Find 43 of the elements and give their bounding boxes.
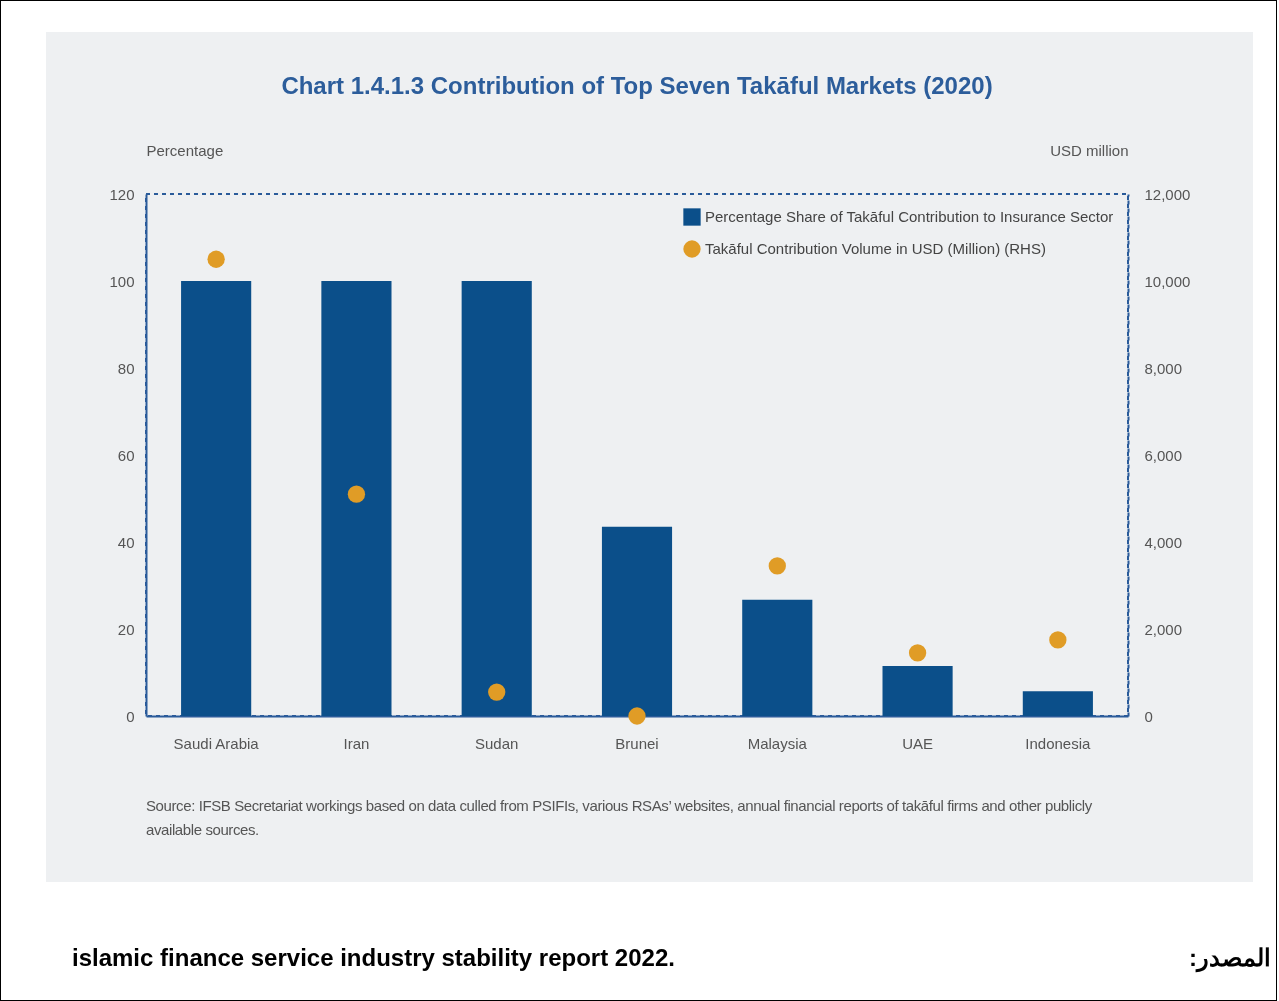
- y2-tick-label: 0: [1144, 707, 1153, 725]
- point: [628, 707, 646, 725]
- y-tick-label: 60: [117, 446, 135, 464]
- bar: [1022, 691, 1093, 716]
- point: [768, 557, 786, 575]
- y-tick-label: 100: [109, 272, 135, 290]
- legend-label: Percentage Share of Takāful Contribution to Insurance Sector: [705, 208, 1114, 225]
- y2-tick-label: 12,000: [1144, 185, 1191, 203]
- point: [488, 683, 506, 701]
- point: [908, 644, 927, 662]
- y2-axis-title: USD million: [1050, 141, 1129, 159]
- x-tick-label: Indonesia: [1025, 734, 1092, 752]
- bar: [321, 281, 392, 716]
- bar: [181, 281, 252, 716]
- y-tick-label: 0: [126, 707, 135, 725]
- y-tick-label: 20: [117, 620, 135, 638]
- legend-label: Takāful Contribution Volume in USD (Million) (RHS): [705, 240, 1046, 257]
- bar: [601, 526, 673, 716]
- point: [347, 485, 366, 503]
- x-tick-label: Iran: [343, 734, 370, 752]
- bar: [461, 281, 532, 716]
- y-axis-title: Percentage: [146, 141, 224, 159]
- point: [1049, 631, 1067, 649]
- y-tick-label: 80: [117, 359, 135, 377]
- chart-title: Chart 1.4.1.3 Contribution of Top Seven Takāful Markets (2020): [281, 72, 993, 99]
- text: islamic finance service industry stability report 2022.: [72, 944, 675, 972]
- y2-tick-label: 6,000: [1144, 446, 1183, 464]
- x-tick-label: Sudan: [475, 734, 519, 752]
- y2-tick-label: 8,000: [1144, 359, 1183, 377]
- y-tick-label: 40: [117, 533, 135, 551]
- y-tick-label: 120: [109, 185, 135, 203]
- x-tick-label: UAE: [902, 734, 933, 752]
- text: المصدر:: [1189, 944, 1271, 972]
- y2-tick-label: 10,000: [1144, 272, 1191, 290]
- source-note: Source: IFSB Secretariat workings based on data culled from PSIFIs, various RSAs’ websites, annual financial reports of takāful firms and other publicly available sources.: [146, 796, 1093, 840]
- x-tick-label: Malaysia: [747, 734, 808, 752]
- y2-tick-label: 4,000: [1144, 533, 1183, 551]
- x-tick-label: Brunei: [615, 734, 659, 752]
- y2-tick-label: 2,000: [1144, 620, 1183, 638]
- x-tick-label: Saudi Arabia: [173, 734, 260, 752]
- bar: [882, 665, 953, 716]
- bar: [742, 599, 813, 716]
- point: [207, 250, 225, 268]
